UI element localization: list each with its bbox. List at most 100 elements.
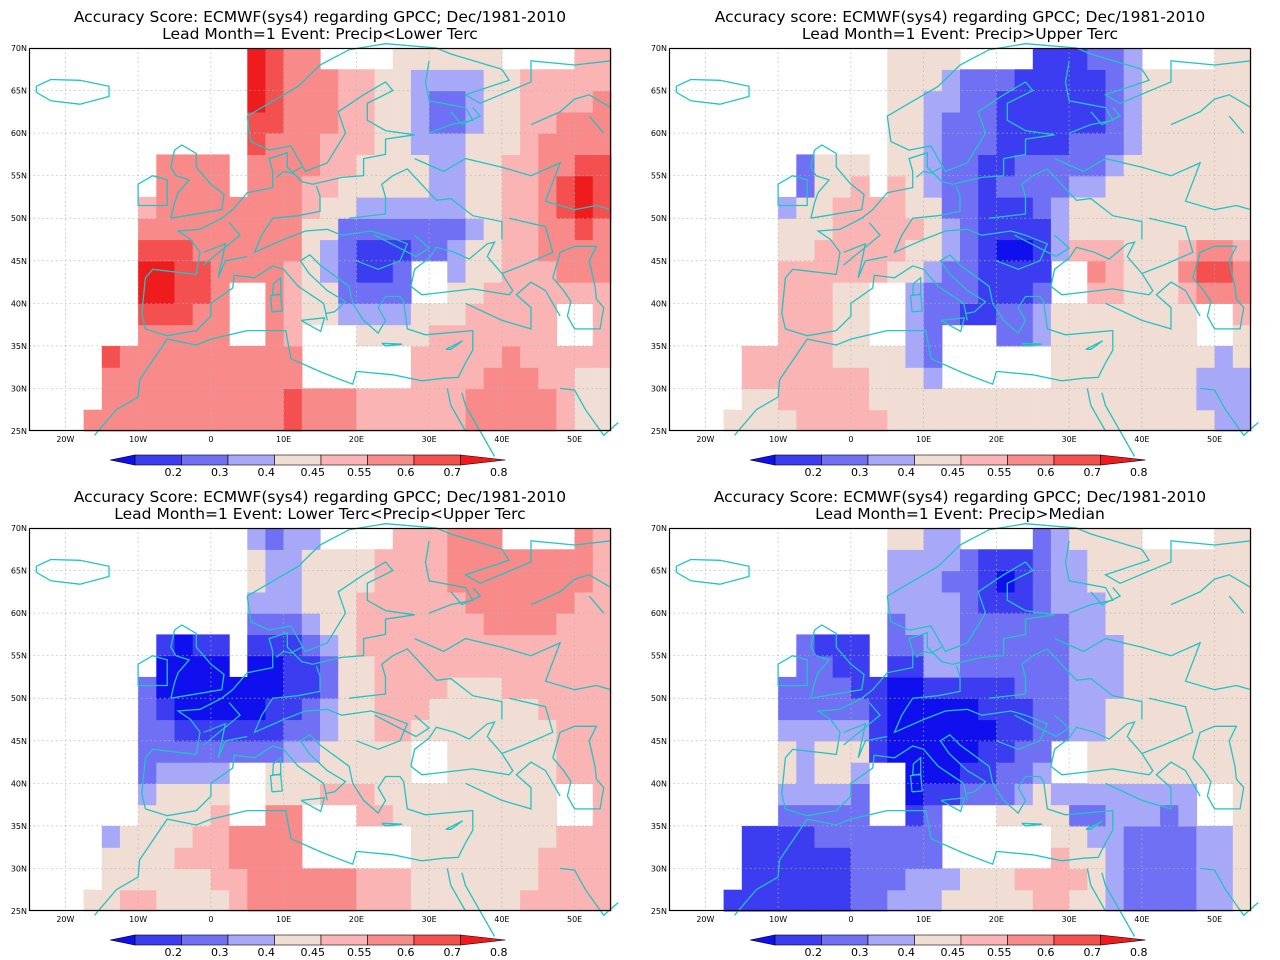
- grid-cell: [1178, 698, 1198, 721]
- grid-cell: [1050, 847, 1070, 870]
- grid-cell: [796, 388, 816, 411]
- grid-cell: [1141, 740, 1161, 763]
- grid-cell: [338, 388, 357, 411]
- grid-cell: [320, 549, 339, 572]
- grid-cell: [174, 676, 194, 699]
- grid-cell: [960, 676, 979, 699]
- grid-cell: [1214, 847, 1234, 870]
- grid-cell: [996, 549, 1016, 572]
- grid-cell: [501, 889, 521, 912]
- grid-cell: [192, 698, 212, 721]
- grid-cell: [1196, 133, 1216, 155]
- grid-cell: [410, 825, 430, 848]
- grid-cell: [850, 388, 870, 411]
- grid-cell: [320, 133, 339, 155]
- coastline: [810, 624, 865, 699]
- grid-cell: [356, 634, 376, 657]
- grid-cell: [1123, 409, 1143, 432]
- grid-cell: [905, 345, 925, 368]
- latitude-tick-label: 40N: [11, 779, 27, 788]
- grid-cell: [887, 154, 907, 177]
- grid-cell: [796, 847, 816, 870]
- latitude-tick-label: 25N: [11, 427, 27, 436]
- grid-cell: [156, 218, 176, 241]
- grid-cell: [832, 719, 852, 742]
- grid-cell: [483, 48, 503, 70]
- grid-cell: [1032, 239, 1052, 262]
- coastline: [414, 157, 612, 211]
- grid-cell: [941, 48, 961, 70]
- grid-cell: [447, 175, 467, 198]
- grid-cell: [283, 762, 303, 784]
- longitude-tick-label: 40E: [494, 435, 509, 444]
- grid-cell: [960, 762, 979, 784]
- grid-cell: [1014, 196, 1034, 219]
- grid-cell: [483, 175, 503, 198]
- grid-cell: [1123, 282, 1143, 304]
- latitude-tick-label: 30N: [11, 384, 27, 393]
- grid-cell: [832, 740, 852, 763]
- grid-cell: [192, 409, 212, 432]
- grid-cell: [592, 133, 612, 155]
- colorbar-label: 0.6: [1037, 466, 1055, 479]
- coastline: [1014, 234, 1071, 258]
- grid-cell: [156, 676, 176, 699]
- longitude-tick-label: 0: [848, 435, 853, 444]
- grid-cell: [905, 847, 925, 870]
- grid-cell: [1050, 324, 1070, 347]
- grid-cell: [1123, 133, 1143, 155]
- grid-cell: [1087, 889, 1107, 912]
- grid-cell: [887, 847, 907, 870]
- grid-cell: [1032, 69, 1052, 92]
- grid-cell: [265, 90, 285, 113]
- grid-cell: [538, 282, 558, 304]
- grid-cell: [996, 719, 1016, 742]
- grid-cell: [1087, 868, 1107, 891]
- grid-cell: [101, 825, 121, 848]
- grid-cell: [574, 719, 594, 742]
- grid-cell: [210, 154, 230, 177]
- grid-cell: [265, 409, 285, 432]
- grid-cell: [978, 655, 997, 678]
- grid-cell: [283, 218, 303, 241]
- grid-cell: [905, 111, 925, 134]
- longitude-tick-label: 10E: [916, 435, 931, 444]
- grid-cell: [1069, 528, 1088, 550]
- grid-cell: [923, 196, 943, 219]
- latitude-tick-label: 25N: [651, 907, 667, 916]
- grid-cell: [887, 218, 907, 241]
- grid-cell: [356, 719, 376, 742]
- grid-cell: [501, 634, 521, 657]
- grid-cell: [138, 367, 157, 390]
- grid-cell: [447, 111, 467, 134]
- grid-cell: [392, 783, 412, 806]
- grid-cell: [356, 762, 376, 784]
- longitude-tick-label: 50E: [567, 435, 582, 444]
- grid-cell: [923, 154, 943, 177]
- grid-cell: [887, 111, 907, 134]
- grid-cell: [465, 634, 485, 657]
- grid-cell: [320, 719, 339, 742]
- grid-cell: [410, 634, 430, 657]
- grid-cell: [283, 260, 303, 283]
- grid-cell: [905, 655, 925, 678]
- coastline: [588, 595, 605, 614]
- grid-cell: [574, 549, 594, 572]
- grid-cell: [265, 698, 285, 721]
- grid-cell: [247, 48, 267, 70]
- grid-cell: [410, 345, 430, 368]
- grid-cell: [850, 889, 870, 912]
- grid-cell: [741, 388, 761, 411]
- grid-cell: [1141, 133, 1161, 155]
- grid-cell: [996, 634, 1016, 657]
- longitude-tick-label: 20W: [696, 915, 714, 924]
- grid-cell: [320, 570, 339, 593]
- grid-cell: [501, 549, 521, 572]
- grid-cell: [283, 719, 303, 742]
- coastline: [989, 648, 1143, 720]
- coastline: [137, 174, 168, 207]
- grid-cell: [210, 218, 230, 241]
- grid-cell: [592, 719, 612, 742]
- grid-cell: [1032, 260, 1052, 283]
- panel-title: Accuracy Score: ECMWF(sys4) regarding GP…: [713, 488, 1207, 506]
